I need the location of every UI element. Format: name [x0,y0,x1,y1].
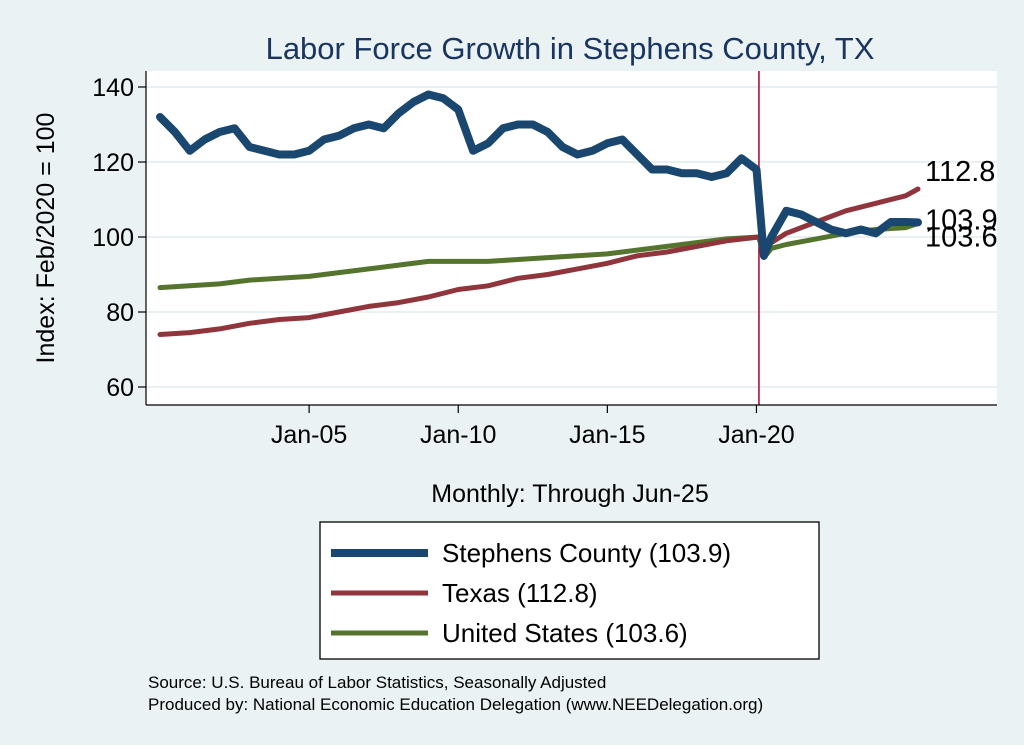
plot-area [146,71,997,405]
y-tick-label-100: 100 [92,224,134,252]
series-lines [156,90,922,337]
x-axis-title: Monthly: Through Jun-25 [431,480,708,508]
legend-label-us: United States (103.6) [442,618,688,648]
y-tick-label-80: 80 [106,299,134,327]
y-tick-label-120: 120 [92,149,134,177]
chart-title: Labor Force Growth in Stephens County, T… [266,31,875,66]
axes [145,71,997,406]
series-line-1 [157,186,921,337]
series-line-0 [156,90,922,260]
producer-note: Produced by: National Economic Education… [148,695,763,714]
y-tick-label-140: 140 [92,74,134,102]
gridlines [146,86,997,388]
end-label-0: 103.9 [925,204,998,236]
y-axis-title: Index: Feb/2020 = 100 [32,113,60,364]
series-line-2 [157,221,921,291]
y-tick-label-60: 60 [106,374,134,402]
x-tick-label-Jan-05: Jan-05 [271,421,347,449]
x-tick-label-Jan-15: Jan-15 [569,421,645,449]
x-ticks: Jan-05 Jan-10 Jan-15 Jan-20 [271,405,795,449]
x-tick-label-Jan-20: Jan-20 [718,421,794,449]
y-ticks: 60 80 100 120 140 [92,74,146,402]
source-note: Source: U.S. Bureau of Labor Statistics,… [148,673,606,692]
end-label-2: 103.6 [925,222,998,254]
x-tick-label-Jan-10: Jan-10 [420,421,496,449]
legend-label-stephens: Stephens County (103.9) [442,538,731,568]
end-label-1: 112.8 [925,156,995,188]
legend: Stephens County (103.9) Texas (112.8) Un… [319,521,820,660]
end-labels: 103.9 112.8 103.6 [925,156,998,254]
legend-label-texas: Texas (112.8) [442,578,598,608]
